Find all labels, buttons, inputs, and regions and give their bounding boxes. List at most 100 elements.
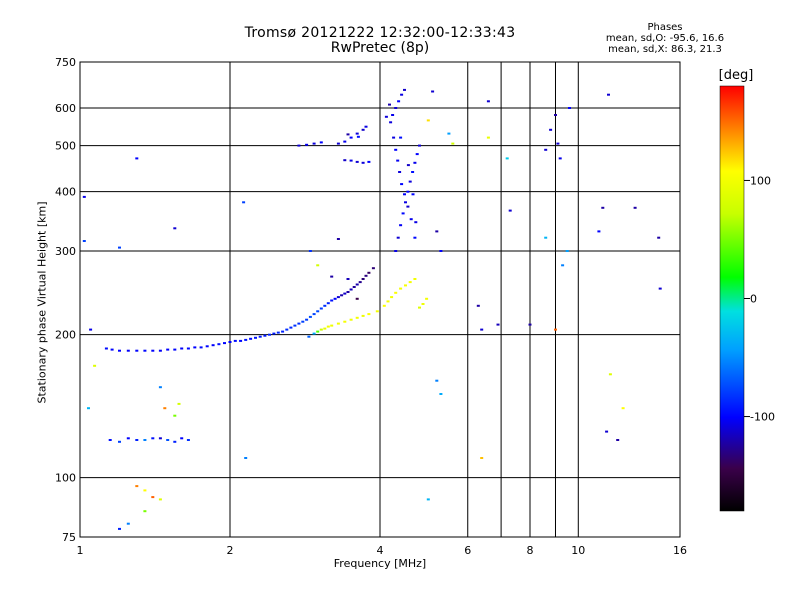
data-point — [355, 297, 359, 300]
data-point — [316, 264, 320, 267]
y-tick-label: 100 — [55, 472, 76, 485]
data-point — [607, 93, 610, 96]
data-point — [657, 236, 661, 239]
data-point — [143, 349, 147, 352]
data-point — [323, 327, 327, 330]
data-point — [343, 159, 347, 162]
data-point — [558, 157, 562, 160]
chart-title: Tromsø 20121222 12:32:00-12:33:43 — [244, 25, 516, 41]
colorbar-ticks: 100 0 -100 — [744, 174, 775, 424]
data-point — [406, 164, 410, 167]
data-point — [421, 303, 425, 305]
data-point — [217, 343, 221, 346]
data-point — [135, 439, 139, 441]
y-tick-label: 300 — [55, 245, 76, 258]
data-point — [118, 246, 121, 249]
data-point — [93, 364, 97, 367]
data-point — [289, 326, 293, 329]
data-point — [394, 250, 398, 252]
data-point — [316, 310, 320, 313]
data-point — [361, 161, 365, 164]
data-point — [305, 143, 309, 146]
x-tick-label: 1 — [77, 544, 84, 557]
data-point — [326, 302, 330, 305]
data-point — [367, 313, 371, 316]
data-point — [382, 304, 386, 307]
data-point — [268, 333, 271, 336]
data-point — [158, 498, 162, 501]
x-tick-label: 6 — [464, 544, 471, 557]
data-point — [346, 291, 350, 293]
data-point — [508, 209, 512, 212]
data-point — [158, 349, 162, 352]
data-point — [108, 439, 112, 441]
data-point — [326, 325, 330, 328]
data-point — [293, 324, 297, 327]
data-point — [418, 144, 421, 147]
data-point — [346, 278, 350, 280]
data-point — [408, 281, 412, 284]
data-point — [361, 314, 365, 317]
data-point — [135, 485, 139, 488]
data-point — [413, 278, 417, 280]
data-point — [367, 160, 371, 163]
data-point — [549, 128, 553, 131]
data-point — [418, 306, 421, 309]
x-tick-label: 10 — [571, 544, 585, 557]
data-point — [126, 522, 130, 525]
data-point — [308, 315, 312, 318]
data-point — [173, 348, 177, 351]
data-point — [561, 264, 565, 267]
y-tick-label: 400 — [55, 186, 76, 199]
data-point — [349, 159, 353, 162]
data-point — [355, 160, 359, 163]
data-point — [312, 313, 316, 316]
data-point — [173, 414, 177, 417]
data-point — [340, 294, 344, 297]
data-point — [143, 510, 147, 513]
data-point — [394, 148, 398, 151]
data-point — [399, 287, 403, 290]
y-tick-label: 750 — [55, 56, 76, 69]
data-point — [658, 287, 662, 290]
grid-lines — [80, 62, 680, 537]
data-point — [386, 300, 390, 303]
data-point — [375, 310, 379, 313]
data-point — [356, 135, 360, 138]
data-point — [349, 288, 353, 291]
data-point — [242, 201, 246, 204]
data-point — [388, 103, 391, 106]
x-tick-label: 16 — [673, 544, 687, 557]
plot-frame — [79, 61, 681, 538]
data-point — [505, 157, 509, 160]
data-point — [276, 331, 280, 334]
data-point — [556, 142, 560, 145]
data-point — [621, 407, 625, 410]
data-point — [343, 320, 347, 323]
data-point — [367, 271, 371, 274]
data-point — [166, 348, 170, 351]
y-axis-label: Stationary phase Virtual Height [km] — [35, 201, 49, 404]
data-point — [426, 498, 430, 501]
data-point — [480, 328, 484, 331]
data-point — [319, 307, 323, 310]
data-point — [399, 224, 403, 227]
data-point — [126, 437, 130, 440]
x-axis-label: Frequency [MHz] — [333, 557, 427, 570]
data-point — [110, 348, 114, 351]
data-point — [173, 227, 177, 230]
data-point — [330, 299, 334, 302]
data-point — [285, 328, 289, 331]
chart-subtitle: RwPretec (8p) — [330, 40, 430, 56]
data-point — [415, 153, 419, 156]
x-tick-label: 2 — [227, 544, 234, 557]
data-point — [316, 330, 320, 333]
stats-title: Phases — [647, 22, 683, 33]
data-point — [330, 324, 334, 327]
data-point — [406, 205, 410, 208]
data-point — [392, 136, 396, 139]
data-point — [244, 457, 248, 459]
data-point — [333, 297, 337, 300]
data-point — [400, 183, 404, 186]
